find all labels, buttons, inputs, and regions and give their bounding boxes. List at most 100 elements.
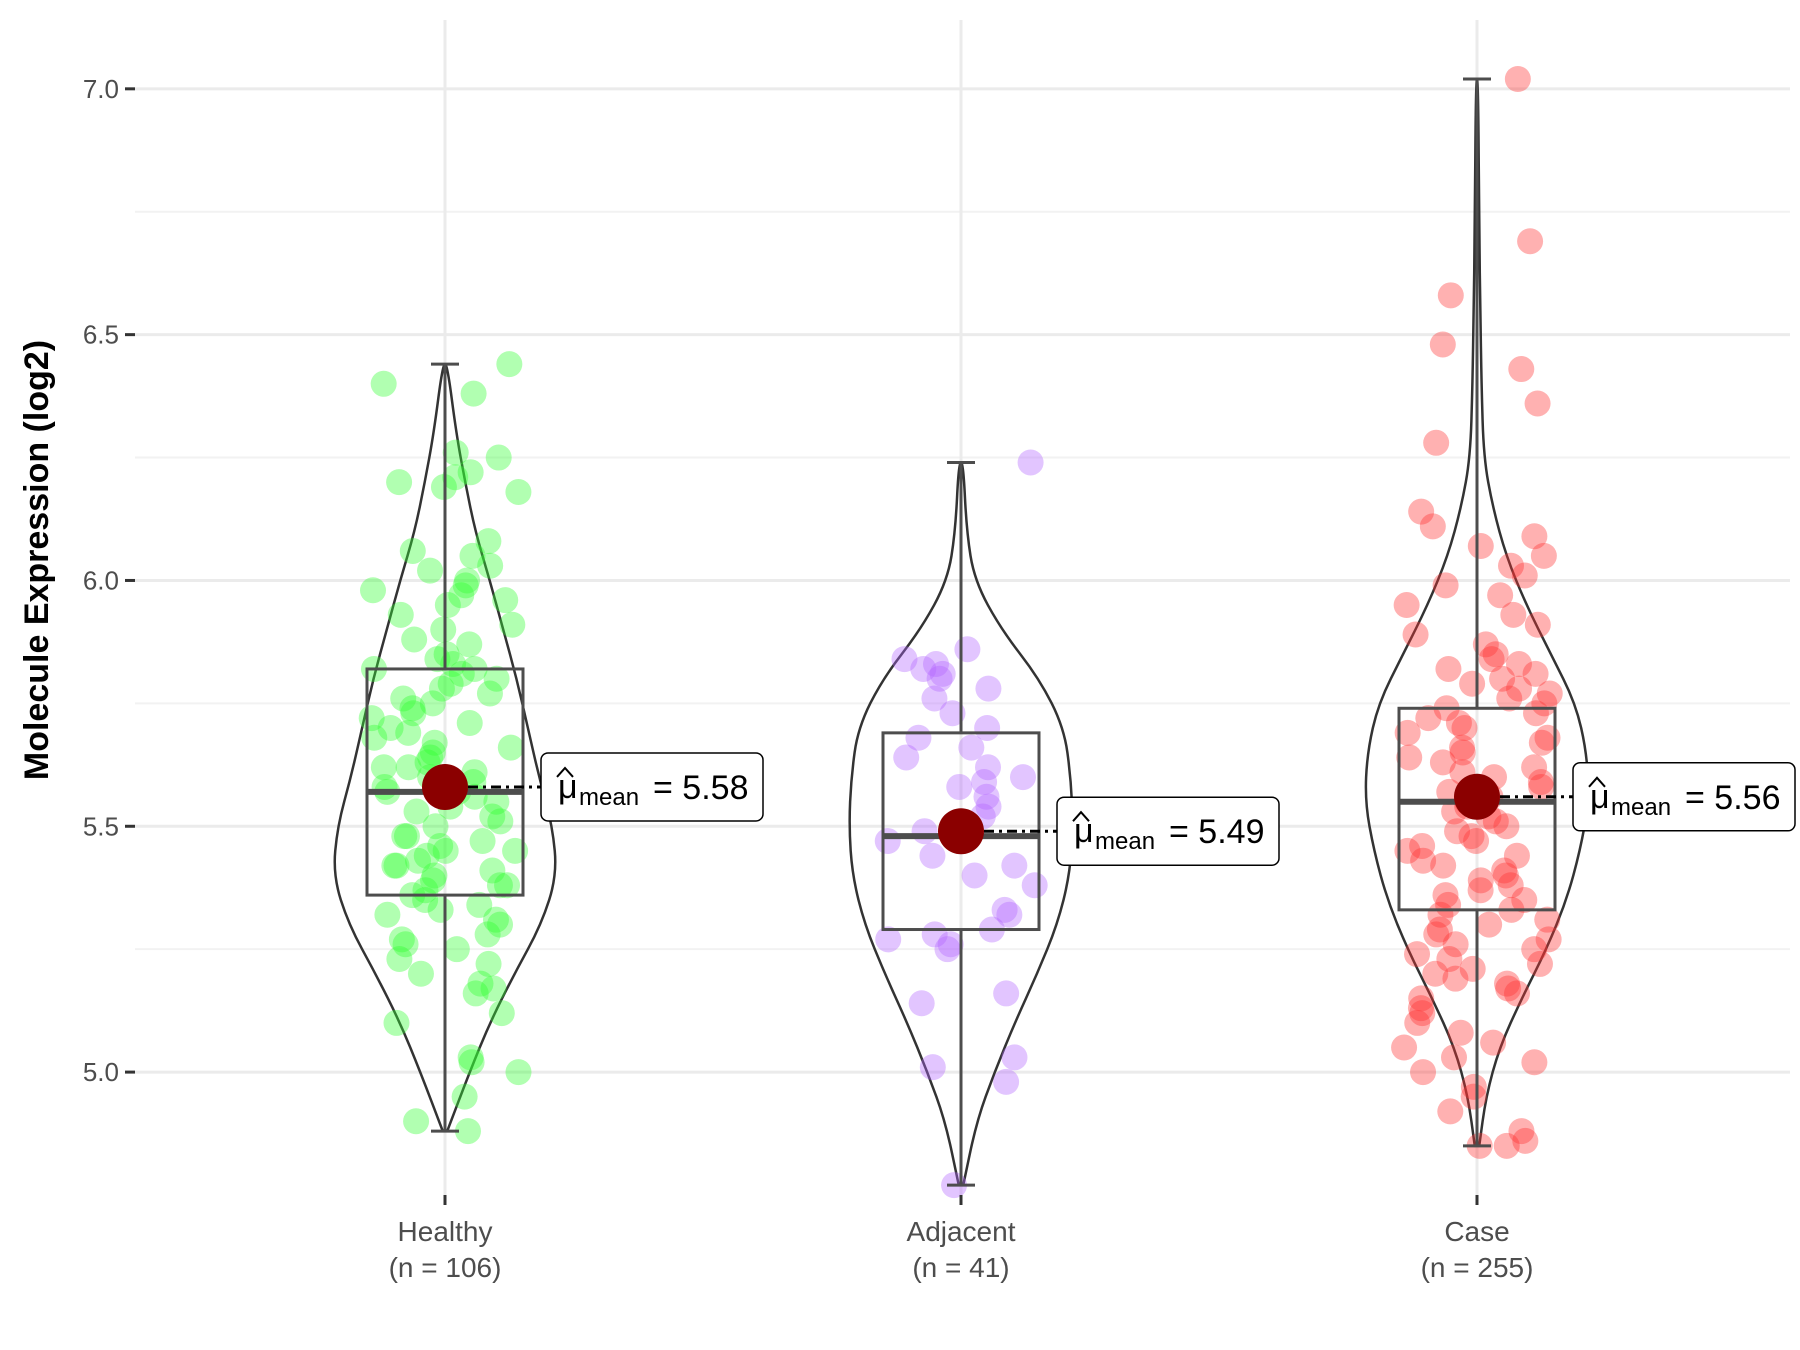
- data-point: [499, 611, 526, 638]
- data-point: [456, 631, 483, 658]
- data-point: [479, 803, 506, 830]
- data-point: [1494, 970, 1521, 997]
- data-point: [1493, 813, 1520, 840]
- data-point: [437, 670, 464, 697]
- mean-symbol: μ: [558, 768, 578, 806]
- data-point: [443, 936, 470, 963]
- data-point: [448, 582, 475, 609]
- data-point: [430, 616, 457, 643]
- data-point: [1441, 1044, 1468, 1071]
- data-point: [486, 872, 513, 899]
- data-point: [383, 1009, 410, 1036]
- data-point: [391, 823, 418, 850]
- category-label: Adjacent: [907, 1216, 1016, 1247]
- data-point: [1491, 857, 1518, 884]
- data-point: [1528, 773, 1555, 800]
- data-point: [1467, 867, 1494, 894]
- category-count-label: (n = 106): [389, 1252, 502, 1283]
- mean-label-box: [540, 752, 764, 822]
- data-point: [482, 906, 509, 933]
- data-point: [1447, 1019, 1474, 1046]
- y-axis: 5.0 5.5 6.0 6.5 7.0: [83, 74, 135, 1087]
- data-point: [1415, 705, 1442, 732]
- data-point: [893, 744, 920, 771]
- data-point: [1393, 592, 1420, 619]
- data-point: [428, 675, 455, 702]
- data-point: [1522, 660, 1549, 687]
- data-point: [427, 832, 454, 859]
- data-point: [456, 710, 483, 737]
- data-point: [417, 744, 444, 771]
- data-point: [405, 847, 432, 874]
- mean-label-box: [1056, 796, 1280, 866]
- data-point: [395, 719, 422, 746]
- data-point: [1404, 941, 1431, 968]
- data-point: [1437, 1098, 1464, 1125]
- data-point: [442, 464, 469, 491]
- data-point: [427, 896, 454, 923]
- data-point: [412, 877, 439, 904]
- data-point: [1482, 641, 1509, 668]
- iqr-box: [365, 667, 525, 897]
- group-healthy: μ mean = 5.58: [333, 351, 764, 1145]
- data-point: [1528, 729, 1555, 756]
- data-point: [1480, 1029, 1507, 1056]
- data-point: [462, 980, 489, 1007]
- data-point: [1017, 449, 1044, 476]
- data-point: [922, 651, 949, 678]
- data-point: [454, 1118, 481, 1145]
- data-point: [937, 931, 964, 958]
- data-point: [1521, 523, 1548, 550]
- data-point: [939, 700, 966, 727]
- data-point: [1535, 926, 1562, 953]
- data-point: [1463, 828, 1490, 855]
- data-point: [419, 739, 446, 766]
- data-point: [459, 542, 486, 569]
- data-point: [451, 1083, 478, 1110]
- mean-marker: [938, 808, 984, 855]
- data-point: [377, 714, 404, 741]
- y-tick-label: 7.0: [83, 74, 119, 104]
- data-point: [891, 646, 918, 673]
- data-point: [505, 1059, 532, 1086]
- data-point: [1429, 749, 1456, 776]
- data-point: [1460, 1083, 1487, 1110]
- mean-value: = 5.58: [653, 769, 748, 807]
- data-point: [440, 651, 467, 678]
- data-point: [494, 872, 521, 899]
- mean-hat-icon: [1588, 776, 1606, 788]
- data-point: [905, 724, 932, 751]
- data-point: [403, 798, 430, 825]
- data-point: [1467, 877, 1494, 904]
- data-point: [413, 842, 440, 869]
- data-point: [961, 862, 988, 889]
- data-point: [1444, 818, 1471, 845]
- data-point: [958, 734, 985, 761]
- data-points: [358, 351, 532, 1145]
- data-point: [975, 675, 1002, 702]
- data-point: [1531, 690, 1558, 717]
- data-point: [1445, 710, 1472, 737]
- mean-symbol: μ: [1074, 812, 1094, 850]
- data-point: [1508, 356, 1535, 383]
- data-point: [1489, 665, 1516, 692]
- data-point: [1021, 872, 1048, 899]
- data-point: [1503, 842, 1530, 869]
- data-point: [1449, 734, 1476, 761]
- data-point: [448, 660, 475, 687]
- data-point: [374, 901, 401, 928]
- data-point: [1409, 1000, 1436, 1027]
- data-point: [954, 636, 981, 663]
- data-point: [1422, 960, 1449, 987]
- data-point: [457, 459, 484, 486]
- data-point: [1458, 823, 1485, 850]
- data-point: [460, 380, 487, 407]
- data-point: [1429, 331, 1456, 358]
- data-point: [1493, 1132, 1520, 1159]
- data-point: [1534, 724, 1561, 751]
- category-label: Case: [1444, 1216, 1509, 1247]
- data-point: [1536, 680, 1563, 707]
- mean-annotation: μ mean = 5.56: [1572, 762, 1796, 832]
- data-point: [419, 690, 446, 717]
- data-point: [399, 537, 426, 564]
